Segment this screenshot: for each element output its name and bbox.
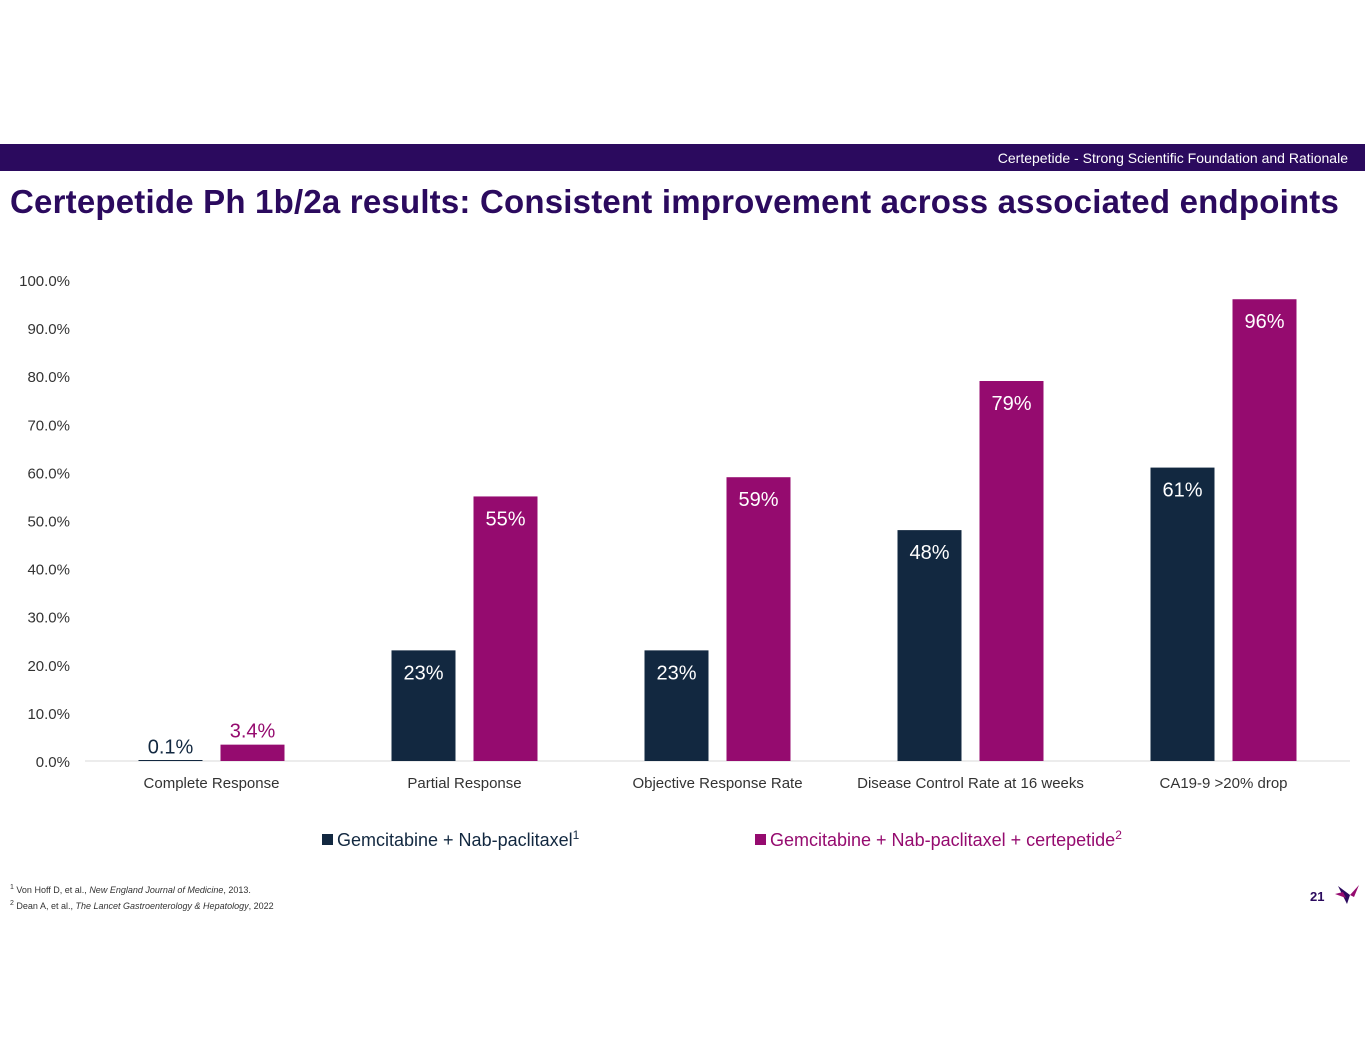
data-label: 59% [738, 489, 778, 511]
y-tick-label: 70.0% [27, 417, 70, 434]
legend-swatch-dark [322, 834, 333, 845]
y-tick-label: 100.0% [19, 273, 70, 290]
y-tick-label: 90.0% [27, 321, 70, 338]
data-label: 3.4% [230, 721, 276, 743]
bar-gemcitabine [644, 650, 709, 761]
legend-label: Gemcitabine + Nab-paclitaxel [337, 830, 573, 850]
footnote-2: 2 Dean A, et al., The Lancet Gastroenter… [10, 900, 274, 911]
bar-certepetide [220, 744, 285, 761]
bar-gemcitabine [138, 760, 203, 761]
bar-gemcitabine [391, 650, 456, 761]
data-label: 79% [991, 393, 1031, 415]
x-tick-label: Disease Control Rate at 16 weeks [857, 775, 1084, 792]
bar-certepetide [979, 381, 1044, 761]
y-tick-label: 30.0% [27, 610, 70, 627]
bar-chart: 0.0% 10.0% 20.0% 30.0% 40.0% 50.0% 60.0% 70.0% 8… [19, 273, 1350, 792]
legend-superscript: 2 [1115, 828, 1122, 842]
x-tick-label: Partial Response [407, 775, 521, 792]
legend-label: Gemcitabine + Nab-paclitaxel + certepeti… [770, 830, 1116, 850]
data-label: 55% [485, 508, 525, 530]
bar-certepetide [1232, 299, 1297, 761]
bar-certepetide [473, 496, 538, 761]
page-title: Certepetide Ph 1b/2a results: Consistent… [10, 183, 1340, 220]
data-label: 23% [656, 662, 696, 684]
y-tick-label: 50.0% [27, 514, 70, 531]
footnote-1: 1 Von Hoff D, et al., New England Journa… [10, 884, 251, 895]
y-tick-label: 0.0% [36, 754, 70, 771]
legend-item-certepetide: Gemcitabine + Nab-paclitaxel + certepeti… [755, 828, 1122, 851]
data-label: 48% [909, 542, 949, 564]
x-tick-label: Objective Response Rate [632, 775, 802, 792]
top-banner: Certepetide - Strong Scientific Foundati… [0, 144, 1365, 171]
data-label: 61% [1162, 480, 1202, 502]
y-tick-label: 20.0% [27, 658, 70, 675]
footnotes: 1 Von Hoff D, et al., New England Journa… [10, 881, 274, 913]
y-tick-label: 60.0% [27, 465, 70, 482]
data-label: 96% [1244, 311, 1284, 333]
data-label: 0.1% [148, 737, 194, 759]
y-tick-label: 10.0% [27, 706, 70, 723]
y-tick-label: 40.0% [27, 562, 70, 579]
section-label: Certepetide - Strong Scientific Foundati… [997, 150, 1348, 166]
brand-logo-icon [1335, 885, 1359, 904]
bar-certepetide [726, 477, 791, 761]
legend-superscript: 1 [572, 828, 580, 842]
bar-gemcitabine [897, 530, 962, 761]
y-tick-label: 80.0% [27, 369, 70, 386]
legend-item-gemcitabine: Gemcitabine + Nab-paclitaxel1 [322, 828, 579, 851]
bar-gemcitabine [1150, 467, 1215, 761]
legend-swatch-magenta [755, 834, 766, 845]
data-label: 23% [403, 662, 443, 684]
x-tick-label: CA19-9 >20% drop [1160, 775, 1288, 792]
page-number: 21 [1310, 889, 1325, 904]
x-tick-label: Complete Response [144, 775, 280, 792]
